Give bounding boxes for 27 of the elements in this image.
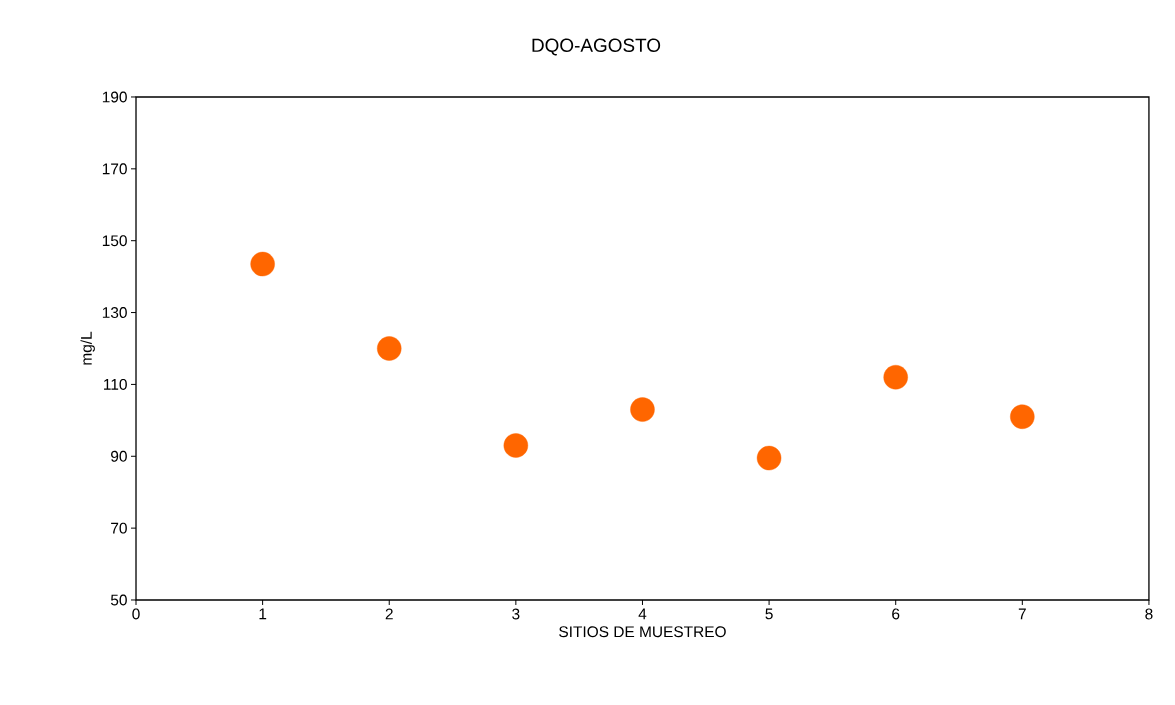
x-tick-label: 4 xyxy=(638,608,647,620)
x-tick-label: 1 xyxy=(259,608,267,620)
x-tick-label: 5 xyxy=(765,608,773,620)
y-tick-label: 130 xyxy=(102,307,127,319)
x-tick-label: 7 xyxy=(1018,608,1026,620)
x-tick-label: 6 xyxy=(892,608,900,620)
point xyxy=(756,445,782,471)
x-tick-label: 0 xyxy=(132,608,140,620)
y-tick-label: 150 xyxy=(102,235,127,247)
point xyxy=(250,251,275,277)
y-tick-label: 170 xyxy=(102,163,127,175)
point xyxy=(630,397,655,422)
point xyxy=(377,336,402,361)
point xyxy=(883,365,908,390)
y-tick-label: 90 xyxy=(111,450,127,462)
x-axis-title: SITIOS DE MUESTREO xyxy=(559,626,726,638)
y-tick-label: 70 xyxy=(111,522,127,534)
y-axis-title: mg/L xyxy=(80,331,95,365)
point xyxy=(1010,404,1035,429)
y-tick-label: 110 xyxy=(104,378,127,390)
y-tick-label: 50 xyxy=(110,594,127,606)
y-tick-label: 190 xyxy=(102,91,127,103)
x-tick-label: 3 xyxy=(512,608,520,620)
point xyxy=(503,433,529,458)
x-tick-label: 2 xyxy=(385,608,393,620)
x-tick-label: 8 xyxy=(1145,608,1153,620)
chart-title: DQO-AGOSTO xyxy=(532,38,661,56)
